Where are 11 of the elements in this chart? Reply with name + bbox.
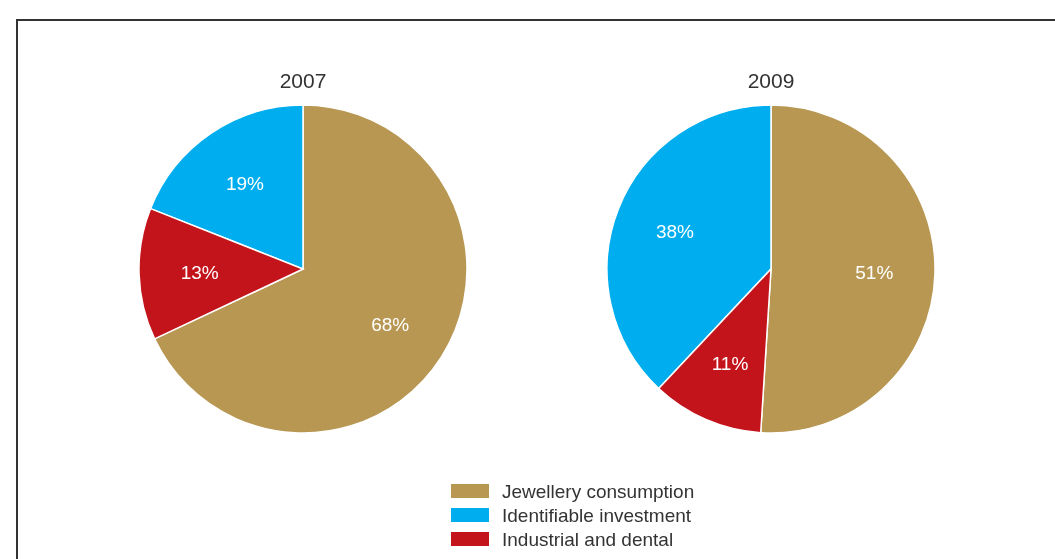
chart-title: 2009 bbox=[747, 69, 795, 92]
data-label: 51% bbox=[855, 261, 894, 283]
legend-label: Identifiable investment bbox=[502, 504, 692, 526]
chart-title: 2007 bbox=[279, 69, 327, 92]
data-label: 68% bbox=[371, 314, 410, 336]
legend-label: Industrial and dental bbox=[502, 528, 674, 550]
data-label: 11% bbox=[711, 353, 749, 375]
data-label: 13% bbox=[180, 261, 219, 283]
data-label: 38% bbox=[655, 220, 695, 242]
legend-label: Jewellery consumption bbox=[502, 480, 695, 502]
data-label: 19% bbox=[225, 173, 265, 195]
